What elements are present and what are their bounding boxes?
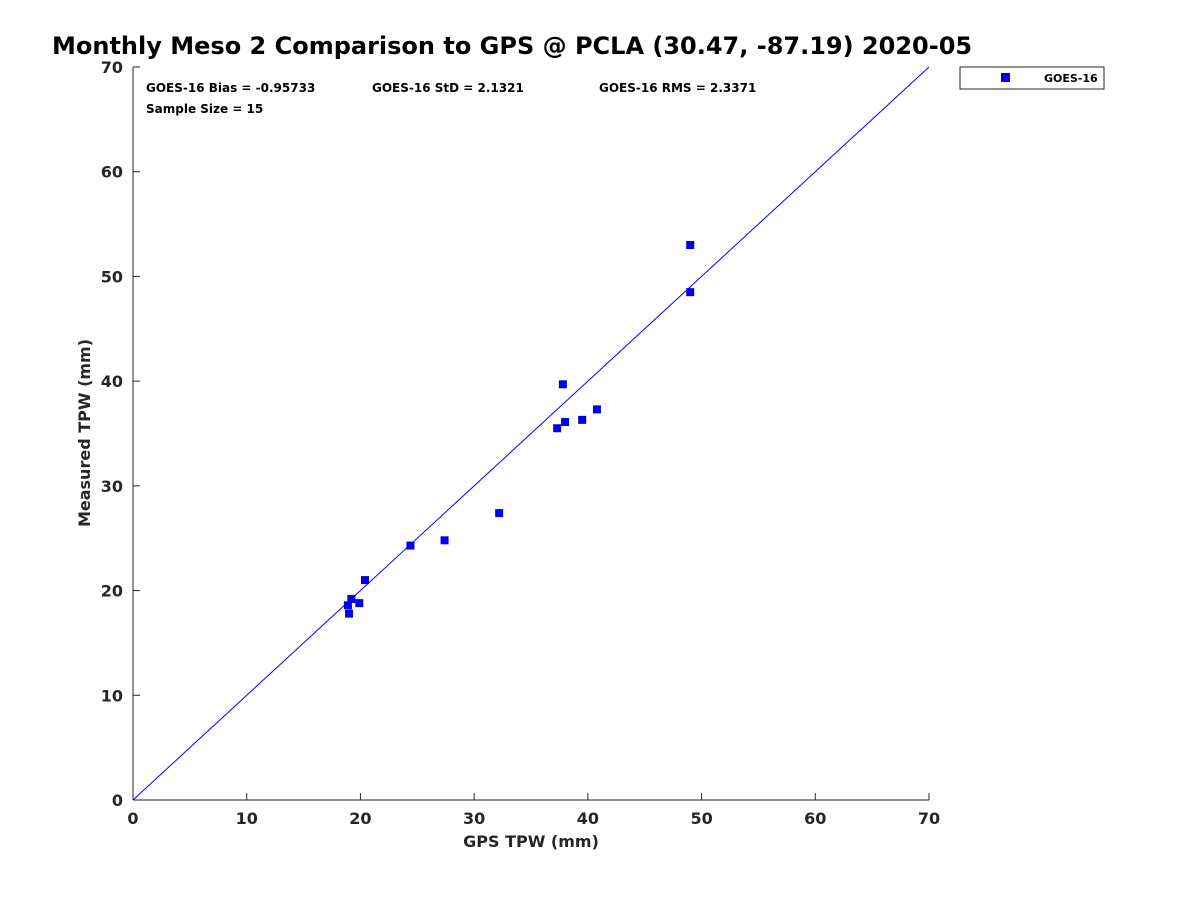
data-point bbox=[495, 509, 504, 518]
bias-stat: GOES-16 Bias = -0.95733 bbox=[146, 81, 315, 95]
data-point bbox=[553, 424, 562, 433]
x-tick-label: 0 bbox=[127, 809, 138, 828]
one-to-one-line bbox=[132, 66, 930, 801]
x-tick-label: 50 bbox=[690, 809, 712, 828]
data-point bbox=[345, 609, 354, 618]
data-point bbox=[558, 380, 567, 389]
std-stat: GOES-16 StD = 2.1321 bbox=[372, 81, 524, 95]
rms-stat: GOES-16 RMS = 2.3371 bbox=[599, 81, 756, 95]
y-tick-label: 0 bbox=[112, 791, 123, 810]
legend-label: GOES-16 bbox=[1044, 72, 1098, 85]
x-tick-label: 70 bbox=[918, 809, 940, 828]
y-tick-label: 60 bbox=[101, 163, 123, 182]
x-tick-label: 40 bbox=[577, 809, 599, 828]
data-point bbox=[578, 415, 587, 424]
sample-size-stat: Sample Size = 15 bbox=[146, 102, 263, 116]
data-point bbox=[360, 576, 369, 585]
x-tick-label: 30 bbox=[463, 809, 485, 828]
legend-box bbox=[959, 66, 1105, 90]
y-tick-label: 30 bbox=[101, 477, 123, 496]
y-tick-label: 50 bbox=[101, 267, 123, 286]
y-axis-label: Measured TPW (mm) bbox=[75, 339, 94, 527]
data-point bbox=[592, 405, 601, 414]
legend-marker bbox=[1001, 73, 1010, 82]
x-tick-label: 60 bbox=[804, 809, 826, 828]
axes: 0 10 20 30 40 50 60 70 0 10 20 30 40 50 60 70 bbox=[101, 58, 940, 828]
y-tick-label: 10 bbox=[101, 686, 123, 705]
y-tick-label: 70 bbox=[101, 58, 123, 77]
chart-title: Monthly Meso 2 Comparison to GPS @ PCLA … bbox=[52, 32, 972, 60]
data-point bbox=[343, 601, 352, 610]
legend: GOES-16 bbox=[959, 66, 1105, 90]
data-point bbox=[686, 241, 695, 250]
x-tick-label: 20 bbox=[349, 809, 371, 828]
y-tick-label: 20 bbox=[101, 582, 123, 601]
data-point bbox=[347, 594, 356, 603]
data-point bbox=[686, 288, 695, 297]
data-point bbox=[355, 599, 364, 608]
data-point bbox=[440, 536, 449, 545]
y-tick-label: 40 bbox=[101, 372, 123, 391]
x-axis-label: GPS TPW (mm) bbox=[463, 832, 599, 851]
data-points bbox=[132, 66, 930, 801]
x-tick-label: 10 bbox=[236, 809, 258, 828]
data-point bbox=[406, 541, 415, 550]
data-point bbox=[561, 417, 570, 426]
